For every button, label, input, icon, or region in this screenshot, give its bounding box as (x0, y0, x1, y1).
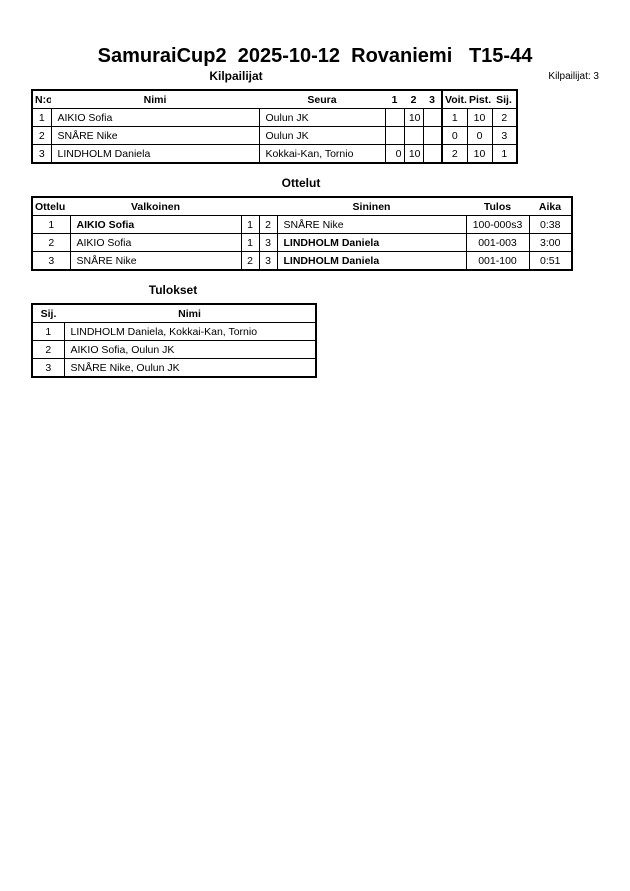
column-header: Ottelu (32, 196, 70, 216)
table-cell: 1 (441, 108, 468, 127)
table-cell (422, 144, 443, 164)
column-header: Nimi (64, 303, 316, 323)
table-cell: 3 (31, 144, 52, 164)
column-header: N:o (32, 89, 51, 109)
table-cell: 1 (31, 215, 71, 234)
column-header: Tulos (466, 196, 529, 216)
column-header: Sij. (32, 303, 64, 323)
result-row: 1 LINDHOLM Daniela, Kokkai-Kan, Tornio (31, 322, 317, 341)
match-row: 2 AIKIO Sofia 1 3 LINDHOLM Daniela 001-003 3:0… (31, 233, 573, 252)
table-cell: AIKIO Sofia, Oulun JK (63, 340, 317, 359)
results-table: Sij. Nimi 1 LINDHOLM Daniela, Kokkai-Kan, T… (31, 303, 317, 378)
competitors-table: N:o Nimi Seura 1 2 3 Voit. Pist. Sij. 1 AIKIO Sofi… (31, 89, 518, 164)
column-header: Seura (259, 89, 385, 109)
table-cell: 10 (403, 108, 424, 127)
result-row: 3 SNÅRE Nike, Oulun JK (31, 358, 317, 378)
table-cell: 2 (240, 251, 260, 271)
table-cell: 3 (491, 126, 518, 145)
column-header: Pist. (467, 89, 492, 109)
column-header: Aika (529, 196, 572, 216)
table-cell: 1 (240, 233, 260, 252)
table-cell: 0 (441, 126, 468, 145)
column-header: 2 (404, 89, 423, 109)
table-cell: 100-000s3 (465, 215, 530, 234)
table-cell: AIKIO Sofia (50, 108, 260, 127)
table-cell: 2 (491, 108, 518, 127)
table-cell: Oulun JK (258, 126, 386, 145)
results-heading: Tulokset (148, 283, 198, 297)
table-cell: 10 (466, 108, 493, 127)
competitor-count: Kilpailijat: 3 (548, 71, 599, 82)
column-header: Nimi (51, 89, 259, 109)
table-cell: Kokkai-Kan, Tornio (258, 144, 386, 164)
table-cell: 0 (384, 144, 405, 164)
column-header: Sininen (277, 196, 466, 216)
table-cell: 0:38 (528, 215, 573, 234)
table-cell: LINDHOLM Daniela (276, 233, 467, 252)
column-header: Sij. (492, 89, 517, 109)
match-row: 1 AIKIO Sofia 1 2 SNÅRE Nike 100-000s3 0:38 (31, 215, 573, 234)
column-header (259, 196, 277, 216)
table-cell: SNÅRE Nike, Oulun JK (63, 358, 317, 378)
matches-heading: Ottelut (281, 176, 321, 190)
table-cell: LINDHOLM Daniela (276, 251, 467, 271)
table-cell: 3 (258, 233, 278, 252)
table-cell: 001-100 (465, 251, 530, 271)
table-cell: 10 (403, 144, 424, 164)
table-cell: 3 (31, 358, 65, 378)
match-row: 3 SNÅRE Nike 2 3 LINDHOLM Daniela 001-100 0:51 (31, 251, 573, 271)
table-cell: 2 (31, 340, 65, 359)
table-cell (403, 126, 424, 145)
table-cell: LINDHOLM Daniela, Kokkai-Kan, Tornio (63, 322, 317, 341)
table-cell: 1 (31, 322, 65, 341)
table-cell: 001-003 (465, 233, 530, 252)
table-cell: 0 (466, 126, 493, 145)
table-cell (384, 126, 405, 145)
table-cell: 2 (31, 126, 52, 145)
table-cell: 3:00 (528, 233, 573, 252)
table-cell: SNÅRE Nike (50, 126, 260, 145)
result-row: 2 AIKIO Sofia, Oulun JK (31, 340, 317, 359)
column-header: 1 (385, 89, 404, 109)
table-cell: 0:51 (528, 251, 573, 271)
table-cell: SNÅRE Nike (276, 215, 467, 234)
table-cell: Oulun JK (258, 108, 386, 127)
table-cell: 3 (258, 251, 278, 271)
column-header: Valkoinen (70, 196, 241, 216)
table-cell (422, 126, 443, 145)
table-cell: 3 (31, 251, 71, 271)
table-cell: 1 (491, 144, 518, 164)
column-header (241, 196, 259, 216)
table-cell (422, 108, 443, 127)
column-header: Voit. (441, 89, 467, 109)
table-cell: LINDHOLM Daniela (50, 144, 260, 164)
table-cell: 2 (31, 233, 71, 252)
table-row: 3 LINDHOLM Daniela Kokkai-Kan, Tornio 0 10 2 1… (31, 144, 518, 164)
table-row: 1 AIKIO Sofia Oulun JK 10 1 10 2 (31, 108, 518, 127)
table-cell: 2 (441, 144, 468, 164)
table-cell: 1 (31, 108, 52, 127)
table-cell: 1 (240, 215, 260, 234)
table-cell (384, 108, 405, 127)
competitors-heading: Kilpailijat (209, 69, 263, 83)
table-cell: SNÅRE Nike (69, 251, 242, 271)
column-header: 3 (423, 89, 442, 109)
matches-table: Ottelu Valkoinen Sininen Tulos Aika 1 AIKIO So… (31, 196, 573, 271)
table-row: 2 SNÅRE Nike Oulun JK 0 0 3 (31, 126, 518, 145)
page-title: SamuraiCup2 2025-10-12 Rovaniemi T15-44 (97, 45, 533, 67)
table-cell: AIKIO Sofia (69, 215, 242, 234)
table-cell: AIKIO Sofia (69, 233, 242, 252)
table-cell: 2 (258, 215, 278, 234)
table-cell: 10 (466, 144, 493, 164)
